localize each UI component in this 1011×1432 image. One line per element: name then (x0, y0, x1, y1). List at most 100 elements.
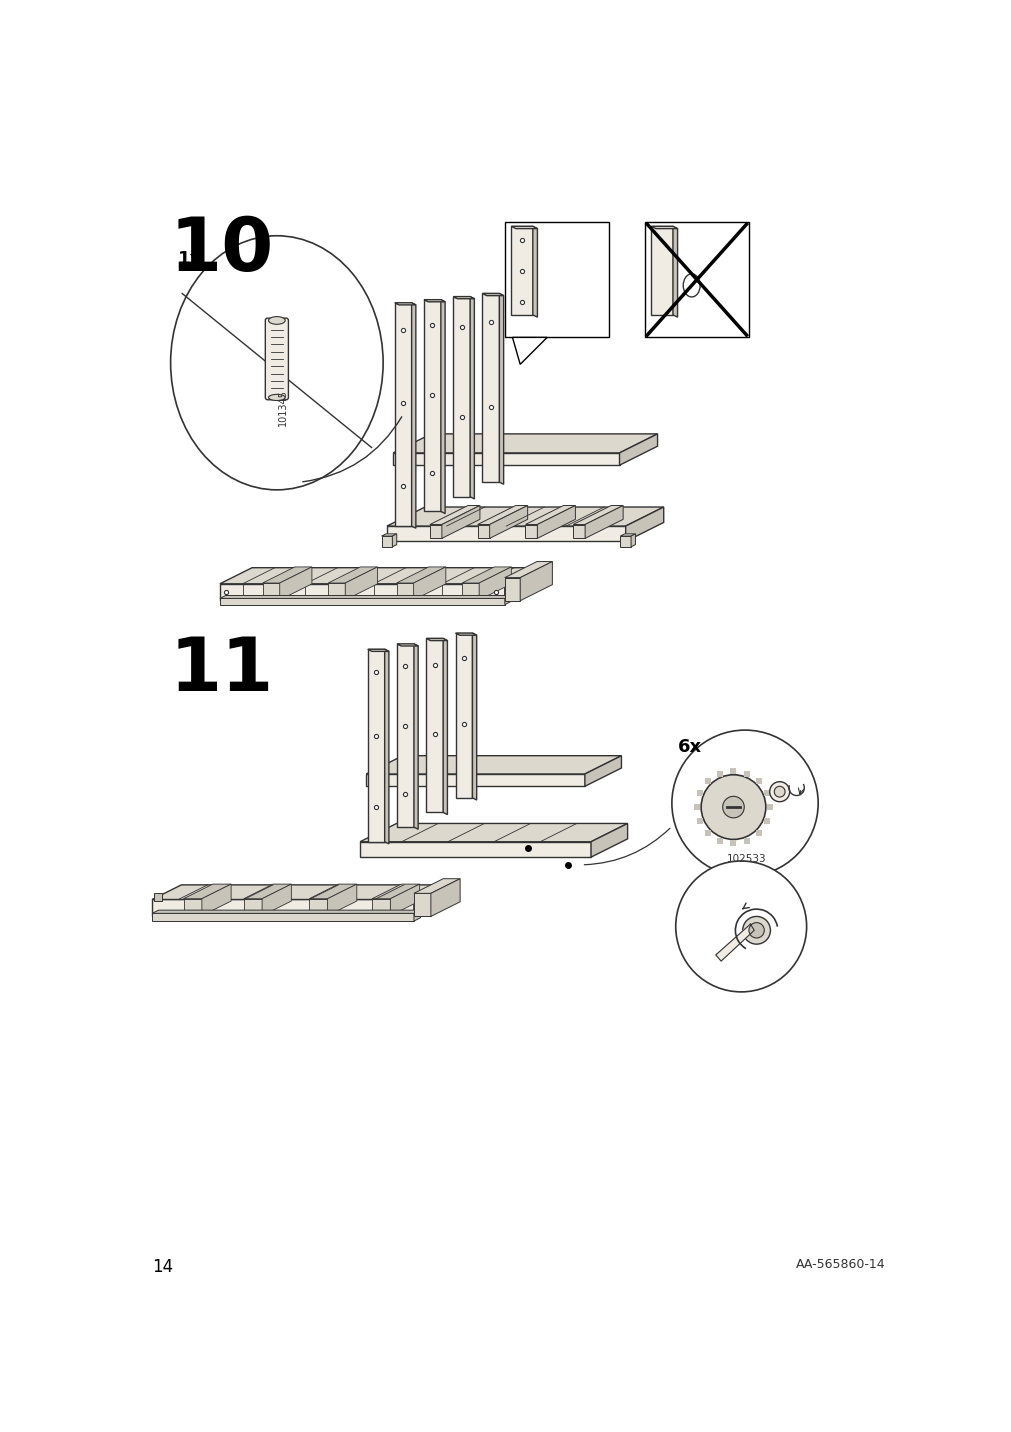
Text: 11: 11 (169, 634, 273, 707)
Polygon shape (413, 885, 443, 916)
Polygon shape (411, 302, 416, 528)
Polygon shape (620, 534, 635, 536)
Polygon shape (396, 644, 418, 646)
Ellipse shape (748, 922, 763, 938)
Polygon shape (455, 633, 472, 798)
Polygon shape (512, 338, 547, 364)
Polygon shape (511, 226, 537, 229)
Polygon shape (366, 773, 584, 786)
Polygon shape (360, 823, 627, 842)
Ellipse shape (268, 394, 285, 401)
Bar (154, 894, 162, 901)
Polygon shape (470, 296, 474, 498)
Polygon shape (244, 899, 262, 915)
Polygon shape (525, 524, 537, 538)
Polygon shape (620, 536, 631, 547)
Polygon shape (482, 294, 503, 295)
Polygon shape (455, 633, 476, 636)
Polygon shape (413, 879, 460, 894)
Text: 6x: 6x (677, 737, 702, 756)
Polygon shape (424, 299, 441, 511)
Polygon shape (477, 524, 489, 538)
Ellipse shape (742, 916, 769, 944)
Polygon shape (413, 911, 420, 921)
Polygon shape (504, 561, 552, 577)
Text: 14: 14 (152, 1257, 173, 1276)
Polygon shape (372, 884, 420, 899)
Polygon shape (651, 226, 672, 315)
Polygon shape (572, 524, 584, 538)
Polygon shape (396, 567, 446, 583)
Polygon shape (345, 567, 377, 600)
Polygon shape (386, 526, 625, 541)
Polygon shape (625, 507, 663, 541)
Polygon shape (431, 879, 460, 916)
Polygon shape (328, 567, 377, 583)
Ellipse shape (769, 782, 789, 802)
Polygon shape (424, 299, 445, 302)
Polygon shape (426, 639, 443, 812)
Ellipse shape (722, 796, 743, 818)
Polygon shape (472, 633, 476, 800)
Polygon shape (482, 294, 498, 483)
Polygon shape (413, 644, 418, 829)
Polygon shape (584, 505, 623, 538)
FancyBboxPatch shape (265, 318, 288, 400)
Polygon shape (631, 534, 635, 547)
Polygon shape (262, 884, 291, 915)
Text: 101345: 101345 (278, 390, 288, 425)
Polygon shape (442, 505, 479, 538)
Ellipse shape (701, 775, 765, 839)
Polygon shape (384, 649, 388, 843)
Polygon shape (525, 505, 575, 524)
Polygon shape (426, 639, 447, 640)
Polygon shape (263, 567, 311, 583)
Polygon shape (394, 302, 411, 526)
Polygon shape (360, 842, 590, 858)
Polygon shape (511, 226, 532, 315)
Polygon shape (672, 226, 677, 316)
Polygon shape (394, 302, 416, 305)
Polygon shape (413, 894, 431, 916)
Polygon shape (443, 639, 447, 815)
Polygon shape (644, 222, 748, 338)
Polygon shape (396, 583, 413, 600)
Polygon shape (366, 756, 621, 773)
Polygon shape (453, 296, 470, 497)
Polygon shape (219, 599, 504, 604)
Polygon shape (619, 434, 657, 465)
Polygon shape (392, 453, 619, 465)
Text: 102533: 102533 (726, 855, 765, 865)
Polygon shape (367, 649, 388, 652)
Polygon shape (309, 899, 328, 915)
Polygon shape (584, 756, 621, 786)
Ellipse shape (268, 316, 285, 324)
Polygon shape (537, 505, 575, 538)
Polygon shape (201, 884, 231, 915)
Polygon shape (498, 294, 503, 484)
Polygon shape (504, 596, 511, 604)
Polygon shape (392, 434, 657, 453)
Polygon shape (219, 584, 504, 601)
Text: 10: 10 (169, 215, 273, 288)
Polygon shape (328, 884, 357, 915)
Polygon shape (152, 911, 420, 914)
Polygon shape (477, 505, 527, 524)
Polygon shape (309, 884, 357, 899)
Polygon shape (390, 884, 420, 915)
Polygon shape (152, 899, 413, 916)
Polygon shape (279, 567, 311, 600)
Polygon shape (590, 823, 627, 858)
Polygon shape (504, 567, 537, 601)
Ellipse shape (682, 274, 700, 296)
Polygon shape (263, 583, 279, 600)
Polygon shape (441, 299, 445, 514)
Polygon shape (651, 226, 677, 229)
Ellipse shape (171, 236, 383, 490)
Polygon shape (478, 567, 511, 600)
Polygon shape (244, 884, 291, 899)
Polygon shape (715, 924, 753, 961)
Polygon shape (381, 536, 392, 547)
Polygon shape (219, 596, 511, 599)
Polygon shape (396, 644, 413, 828)
